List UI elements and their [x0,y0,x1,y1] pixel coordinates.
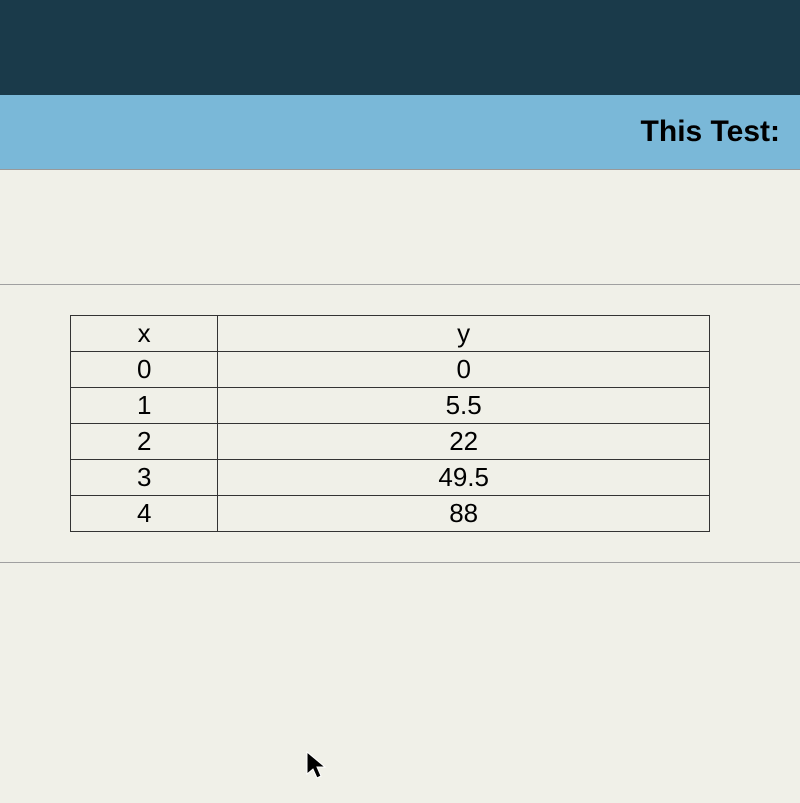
content-area: x y 0 0 1 5.5 2 22 3 49.5 4 88 [0,170,800,803]
test-label: This Test: [641,115,780,149]
table-row: 3 49.5 [71,460,710,496]
test-header-bar: This Test: [0,95,800,170]
cell-y-3: 49.5 [218,460,710,496]
cell-x-2: 2 [71,424,218,460]
cell-y-4: 88 [218,496,710,532]
top-spacer [0,170,800,285]
table-row: 1 5.5 [71,388,710,424]
table-container: x y 0 0 1 5.5 2 22 3 49.5 4 88 [0,285,800,563]
table-row: 4 88 [71,496,710,532]
table-row: 2 22 [71,424,710,460]
cell-y-1: 5.5 [218,388,710,424]
data-table: x y 0 0 1 5.5 2 22 3 49.5 4 88 [70,315,710,532]
column-header-y: y [218,316,710,352]
bottom-area [0,563,800,803]
cell-x-3: 3 [71,460,218,496]
cell-x-1: 1 [71,388,218,424]
table-header-row: x y [71,316,710,352]
cell-y-0: 0 [218,352,710,388]
column-header-x: x [71,316,218,352]
table-row: 0 0 [71,352,710,388]
top-navigation-bar [0,0,800,95]
cell-x-4: 4 [71,496,218,532]
cell-x-0: 0 [71,352,218,388]
cell-y-2: 22 [218,424,710,460]
